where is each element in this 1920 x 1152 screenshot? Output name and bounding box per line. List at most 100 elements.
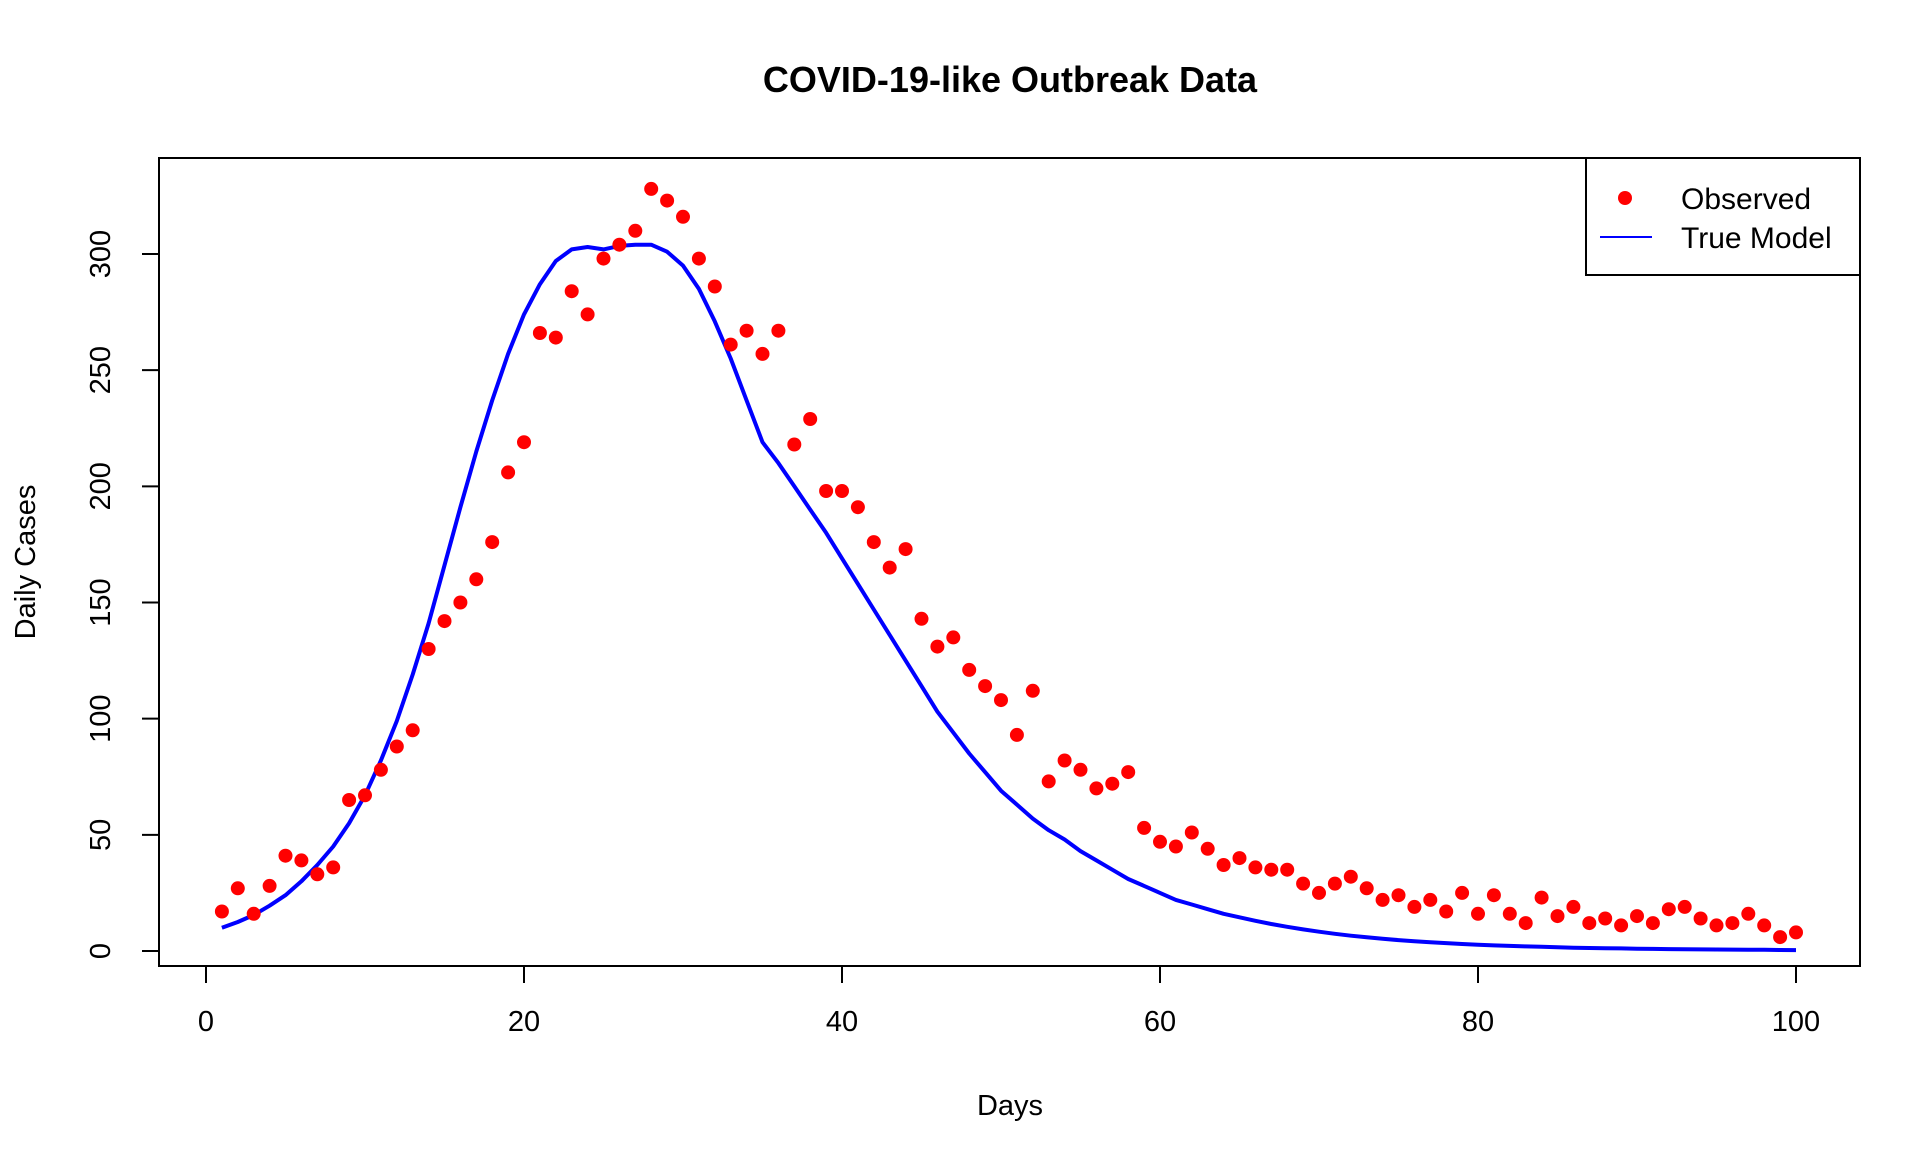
observed-point — [1518, 916, 1533, 931]
observed-point — [1264, 862, 1279, 877]
observed-point — [548, 330, 563, 345]
observed-point — [1471, 906, 1485, 921]
true-model-line — [221, 242, 1797, 953]
observed-point — [1137, 820, 1152, 835]
y-axis-label: Daily Cases — [10, 485, 42, 640]
observed-point — [230, 881, 245, 896]
observed-point — [1041, 774, 1056, 789]
y-tick-label: 300 — [85, 230, 117, 278]
observed-point — [1057, 753, 1072, 768]
legend-observed-marker — [1618, 191, 1632, 205]
observed-point — [1009, 727, 1024, 742]
y-tick-label: 0 — [85, 943, 117, 959]
observed-point — [580, 307, 595, 322]
observed-point — [342, 793, 357, 807]
legend-model-label: True Model — [1681, 222, 1832, 255]
x-tick-label: 100 — [1772, 1006, 1820, 1038]
observed-point — [644, 181, 659, 196]
observed-point — [1248, 860, 1263, 875]
legend-box — [1585, 157, 1861, 276]
observed-point — [1391, 888, 1406, 903]
observed-point — [1153, 834, 1167, 849]
observed-point — [819, 484, 834, 498]
x-tick-label: 80 — [1462, 1006, 1494, 1038]
observed-point — [628, 223, 643, 238]
x-tick-label: 40 — [826, 1006, 858, 1038]
observed-point — [1709, 918, 1724, 933]
observed-point — [1550, 909, 1565, 924]
observed-point — [453, 595, 468, 610]
observed-point — [1073, 762, 1088, 777]
observed-point — [1773, 930, 1788, 945]
observed-point — [1789, 925, 1803, 940]
observed-point — [866, 535, 881, 550]
observed-point — [1455, 885, 1470, 900]
observed-point — [358, 788, 372, 803]
observed-point — [771, 323, 786, 338]
observed-point — [1184, 825, 1199, 840]
observed-point — [596, 251, 611, 266]
observed-point — [755, 346, 770, 361]
x-tick-label: 20 — [508, 1006, 540, 1038]
observed-point — [978, 679, 993, 694]
observed-point — [501, 465, 516, 480]
observed-point — [787, 437, 802, 452]
observed-point — [882, 560, 897, 575]
observed-point — [1566, 899, 1581, 914]
observed-point — [930, 639, 945, 654]
observed-point — [1359, 881, 1374, 896]
observed-point — [437, 614, 452, 629]
observed-point — [1693, 911, 1708, 926]
observed-point — [1661, 902, 1676, 917]
y-tick-label: 50 — [85, 819, 117, 851]
observed-point — [405, 723, 420, 738]
observed-point — [278, 848, 293, 863]
y-axis: 0 50 100 150 200 250 300 — [85, 230, 160, 959]
observed-point — [1741, 906, 1756, 921]
observed-point — [1168, 839, 1183, 854]
observed-point — [962, 662, 977, 677]
observed-point — [1534, 890, 1549, 905]
observed-point — [246, 906, 261, 921]
observed-point — [373, 762, 388, 777]
observed-point — [1502, 906, 1517, 921]
observed-point — [1614, 918, 1629, 933]
observed-point — [1677, 899, 1692, 914]
observed-point — [739, 323, 754, 338]
observed-point — [310, 867, 325, 882]
x-axis-label: Days — [977, 1090, 1043, 1122]
observed-point — [1423, 892, 1438, 907]
observed-point — [723, 337, 738, 352]
observed-point — [469, 572, 484, 587]
observed-point — [850, 500, 865, 515]
observed-point — [1582, 916, 1597, 931]
plot-frame — [158, 157, 1861, 967]
observed-point — [1121, 765, 1136, 780]
observed-point — [1375, 892, 1390, 907]
y-tick-label: 100 — [85, 694, 117, 742]
observed-series — [214, 181, 1803, 945]
y-tick-label: 150 — [85, 578, 117, 626]
observed-point — [564, 284, 579, 299]
observed-point — [517, 435, 531, 450]
observed-point — [1105, 776, 1120, 791]
x-tick-label: 0 — [198, 1006, 214, 1038]
observed-point — [1089, 781, 1104, 796]
observed-point — [835, 484, 849, 498]
y-tick-label: 200 — [85, 462, 117, 510]
observed-point — [660, 193, 675, 208]
observed-point — [532, 326, 547, 340]
observed-point — [691, 251, 706, 266]
observed-point — [1327, 876, 1342, 891]
observed-point — [485, 535, 500, 550]
observed-point — [612, 237, 627, 252]
legend-observed-label: Observed — [1681, 183, 1811, 216]
x-tick-label: 60 — [1144, 1006, 1176, 1038]
observed-point — [294, 853, 309, 868]
observed-point — [1407, 899, 1422, 914]
observed-point — [1757, 918, 1772, 933]
observed-point — [1725, 916, 1740, 931]
observed-point — [1280, 862, 1295, 877]
